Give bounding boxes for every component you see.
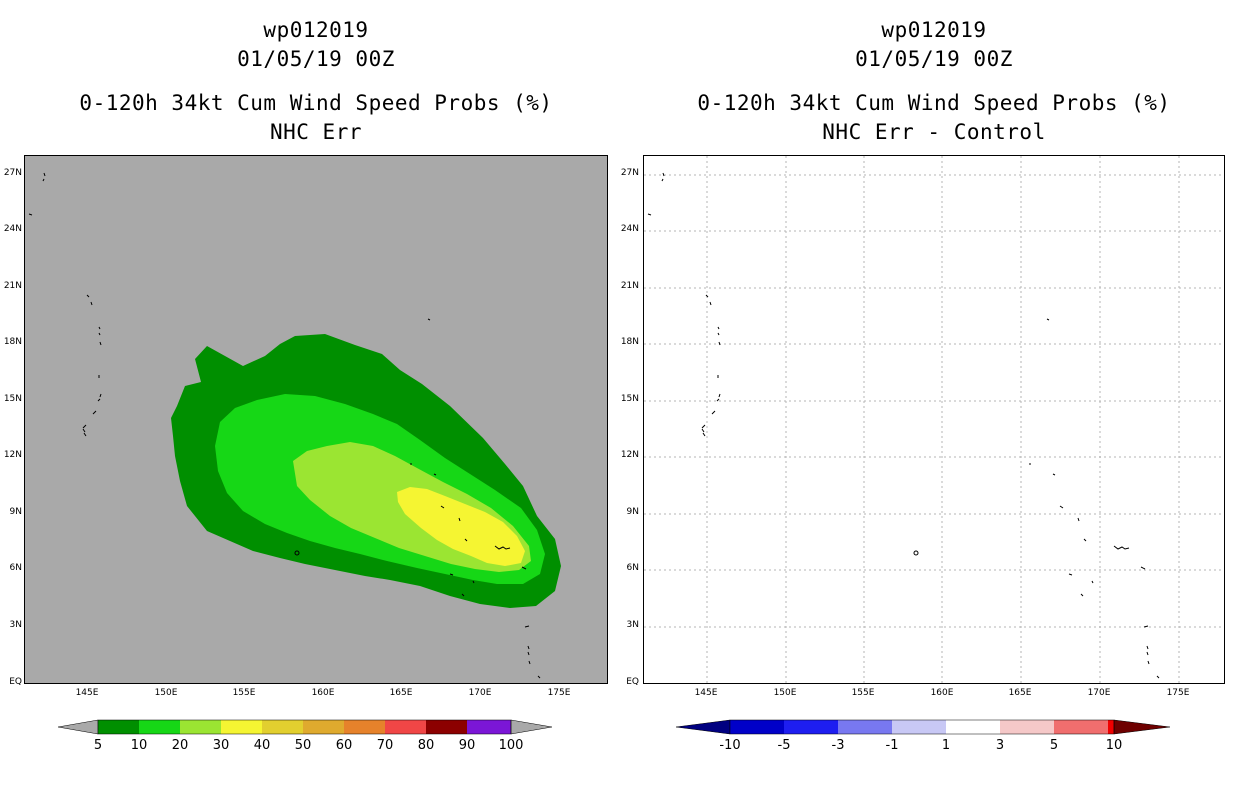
lat-label: 15N — [620, 394, 639, 404]
lat-label: 27N — [3, 168, 22, 178]
lat-label: 6N — [9, 563, 22, 573]
colorbar-label: 60 — [335, 738, 353, 753]
colorbar-segment — [467, 720, 511, 734]
lon-label: 160E — [311, 688, 335, 698]
lon-label: 165E — [1008, 688, 1032, 698]
colorbar-label: 80 — [417, 738, 435, 753]
colorbar-label: 70 — [376, 738, 394, 753]
lon-label: 175E — [547, 688, 571, 698]
colorbar-segment — [139, 720, 180, 734]
colorbar-label: 100 — [498, 738, 524, 753]
lat-label: 27N — [620, 168, 639, 178]
lat-label: 12N — [3, 450, 22, 460]
lon-label: 170E — [1087, 688, 1111, 698]
colorbar-segment — [262, 720, 303, 734]
colorbar-label: -5 — [777, 738, 791, 753]
colorbar-label: 20 — [171, 738, 189, 753]
right-map-panel — [643, 155, 1225, 684]
colorbar-segment — [730, 720, 784, 734]
left-title-storm-id: wp012019 — [263, 18, 369, 42]
lat-label: 18N — [620, 337, 639, 347]
right-colorbar — [676, 719, 1171, 735]
right-title-model: NHC Err - Control — [822, 120, 1046, 144]
colorbar-label: 30 — [212, 738, 230, 753]
colorbar-low-end — [676, 719, 731, 735]
colorbar-label: 3 — [995, 738, 1005, 753]
lon-label: 145E — [694, 688, 718, 698]
left-map-svg — [28, 172, 561, 679]
colorbar-segment — [892, 720, 946, 734]
colorbar-label: 40 — [253, 738, 271, 753]
colorbar-segment — [1054, 720, 1108, 734]
left-title-model: NHC Err — [269, 120, 362, 144]
lon-label: 150E — [773, 688, 797, 698]
colorbar-segment — [1000, 720, 1054, 734]
prob-contour-30 — [397, 487, 525, 566]
colorbar-label: -1 — [885, 738, 899, 753]
lat-label: 3N — [9, 620, 22, 630]
lat-label: 18N — [3, 337, 22, 347]
colorbar-segment — [784, 720, 838, 734]
colorbar-segment — [221, 720, 262, 734]
colorbar-label: 5 — [1049, 738, 1059, 753]
lat-label: EQ — [626, 677, 639, 687]
colorbar-segment — [1108, 720, 1114, 734]
colorbar-label: 90 — [458, 738, 476, 753]
colorbar-segment — [838, 720, 892, 734]
colorbar-segment — [946, 720, 1000, 734]
colorbar-segment — [303, 720, 344, 734]
lat-label: 21N — [3, 281, 22, 291]
lat-label: EQ — [9, 677, 22, 687]
lat-label: 6N — [626, 563, 639, 573]
right-title-storm-id: wp012019 — [881, 18, 987, 42]
lat-label: 15N — [3, 394, 22, 404]
lat-label: 9N — [626, 507, 639, 517]
lon-label: 155E — [851, 688, 875, 698]
left-title-product: 0-120h 34kt Cum Wind Speed Probs (%) — [79, 91, 553, 115]
graticule — [644, 156, 1224, 683]
colorbar-label: 10 — [1105, 738, 1123, 753]
colorbar-segment — [180, 720, 221, 734]
lon-label: 150E — [154, 688, 178, 698]
colorbar-segment — [344, 720, 385, 734]
colorbar-high-end — [510, 719, 553, 735]
colorbar-label: -10 — [719, 738, 741, 753]
colorbar-segment — [98, 720, 139, 734]
colorbar-label: -3 — [831, 738, 845, 753]
right-map-svg — [644, 156, 1224, 683]
colorbar-low-end — [58, 719, 99, 735]
colorbar-segment — [385, 720, 426, 734]
colorbar-label: 10 — [130, 738, 148, 753]
coastlines — [647, 172, 1160, 679]
lat-label: 12N — [620, 450, 639, 460]
colorbar-high-end — [1113, 719, 1171, 735]
coastlines — [28, 172, 541, 679]
colorbar-segment — [426, 720, 467, 734]
lon-label: 170E — [468, 688, 492, 698]
colorbar-label: 1 — [941, 738, 951, 753]
lat-label: 3N — [626, 620, 639, 630]
colorbar-label: 5 — [93, 738, 103, 753]
lon-label: 155E — [232, 688, 256, 698]
colorbar-label: 50 — [294, 738, 312, 753]
lon-label: 145E — [75, 688, 99, 698]
left-map-panel — [24, 155, 608, 684]
lat-label: 9N — [9, 507, 22, 517]
lon-label: 175E — [1166, 688, 1190, 698]
lat-label: 24N — [3, 224, 22, 234]
left-title-date: 01/05/19 00Z — [237, 47, 395, 71]
lon-label: 160E — [930, 688, 954, 698]
right-title-product: 0-120h 34kt Cum Wind Speed Probs (%) — [697, 91, 1171, 115]
lat-label: 24N — [620, 224, 639, 234]
left-colorbar — [58, 719, 553, 735]
right-title-date: 01/05/19 00Z — [855, 47, 1013, 71]
lon-label: 165E — [389, 688, 413, 698]
lat-label: 21N — [620, 281, 639, 291]
